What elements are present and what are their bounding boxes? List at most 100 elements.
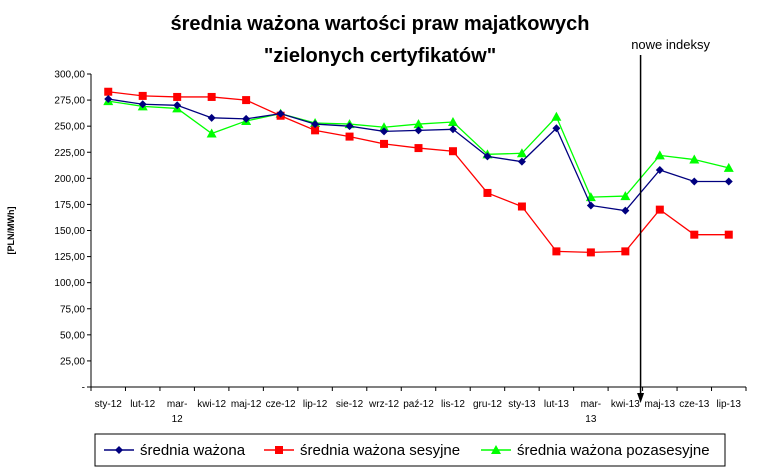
x-tick-label: cze-13 [679, 399, 709, 410]
data-point [517, 157, 526, 166]
data-point [173, 92, 182, 101]
chart-title-line-2: "zielonych certyfikatów" [264, 45, 496, 67]
data-point [138, 91, 147, 100]
x-tick-label-line: cze-13 [679, 399, 709, 410]
x-tick-label: lut-12 [130, 399, 155, 410]
data-point [414, 144, 423, 153]
x-tick-label: lis-12 [441, 399, 465, 410]
data-point [379, 122, 390, 132]
series-line [108, 98, 729, 212]
data-point [345, 132, 354, 141]
x-tick-label: paź-12 [403, 399, 434, 410]
data-point [655, 205, 664, 214]
x-tick-label-line: lip-13 [717, 399, 742, 410]
data-point [138, 100, 147, 109]
data-point [621, 247, 630, 256]
x-tick-label: sty-12 [95, 399, 123, 410]
data-point [483, 188, 492, 197]
x-tick-label-line: lut-12 [130, 399, 155, 410]
x-tick-label-line: mar- [581, 399, 602, 410]
series-line [108, 91, 729, 254]
legend-label: średnia ważona sesyjne [300, 442, 460, 459]
y-tick-label: 300,00 [54, 70, 85, 81]
data-point [655, 165, 664, 174]
x-tick-label: lip-12 [303, 399, 328, 410]
y-tick-label: 75,00 [60, 304, 85, 315]
x-tick-label-line: maj-12 [231, 399, 262, 410]
chart-title-line-1: średnia ważona wartości praw majatkowych [170, 13, 589, 35]
data-point [104, 95, 113, 104]
x-tick-label-line: maj-13 [645, 399, 676, 410]
y-tick-label: - [82, 383, 85, 394]
data-point [380, 127, 389, 136]
data-point [689, 154, 700, 164]
data-point [551, 111, 562, 121]
legend: średnia ważona średnia ważona sesyjne śred… [94, 433, 726, 467]
data-point [207, 113, 216, 122]
legend-swatch-marker [275, 446, 283, 454]
x-tick-label: cze-12 [266, 399, 296, 410]
x-tick-label-line: lip-12 [303, 399, 328, 410]
x-tick-label-line: 13 [585, 414, 597, 425]
data-point [620, 191, 631, 201]
x-tick-label-line: sie-12 [336, 399, 364, 410]
x-tick-label-line: wrz-12 [368, 399, 399, 410]
legend-swatch-marker [115, 446, 123, 454]
data-point [345, 122, 354, 131]
x-tick-label-line: kwi-12 [197, 399, 226, 410]
y-tick-label: 125,00 [54, 252, 85, 263]
data-point [413, 119, 424, 129]
data-point [414, 126, 423, 135]
x-tick-label-line: paź-12 [403, 399, 434, 410]
data-point [483, 152, 492, 161]
data-point [242, 96, 251, 105]
legend-box [94, 433, 726, 467]
data-point [690, 177, 699, 186]
data-point [724, 177, 733, 186]
x-tick-label-line: lis-12 [441, 399, 465, 410]
y-axis-label: [PLN/MWh] [6, 207, 16, 255]
y-tick-label: 175,00 [54, 200, 85, 211]
x-tick-label-line: lut-13 [544, 399, 569, 410]
x-tick-label: lut-13 [544, 399, 569, 410]
x-tick-label: wrz-12 [368, 399, 399, 410]
y-tick-label: 275,00 [54, 96, 85, 107]
x-tick-label: maj-13 [645, 399, 676, 410]
x-tick-label-line: 12 [172, 414, 184, 425]
data-point [242, 114, 251, 123]
x-tick-label: kwi-13 [611, 399, 640, 410]
data-point [448, 125, 457, 134]
data-point [552, 124, 561, 133]
y-tick-label: 225,00 [54, 148, 85, 159]
x-tick-label-line: mar- [167, 399, 188, 410]
data-point [207, 92, 216, 101]
data-point [586, 201, 595, 210]
data-point [206, 128, 217, 138]
x-tick-label-line: cze-12 [266, 399, 296, 410]
x-tick-label: sty-13 [508, 399, 536, 410]
x-tick-label-line: gru-12 [473, 399, 502, 410]
data-point [380, 139, 389, 148]
annotation-arrow-head [637, 393, 645, 403]
legend-label: średnia ważona pozasesyjne [517, 442, 710, 459]
data-point [552, 247, 561, 256]
y-tick-label: 25,00 [60, 356, 85, 367]
x-tick-label-line: sty-12 [95, 399, 123, 410]
data-point [311, 126, 320, 135]
data-point [654, 150, 665, 160]
x-tick-label: sie-12 [336, 399, 364, 410]
x-tick-label: maj-12 [231, 399, 262, 410]
x-tick-label-line: sty-13 [508, 399, 536, 410]
x-tick-label: gru-12 [473, 399, 502, 410]
data-point [723, 162, 734, 172]
y-tick-label: 200,00 [54, 174, 85, 185]
data-point [586, 248, 595, 257]
y-tick-label: 100,00 [54, 278, 85, 289]
x-tick-label-line: kwi-13 [611, 399, 640, 410]
data-point [724, 230, 733, 239]
legend-label: średnia ważona [140, 442, 246, 459]
plot-area: - 25,00 50,00 75,00 100,00 125,00 150,00 175,00… [6, 37, 747, 425]
data-point [690, 230, 699, 239]
x-tick-label: mar- 13 [581, 399, 602, 425]
